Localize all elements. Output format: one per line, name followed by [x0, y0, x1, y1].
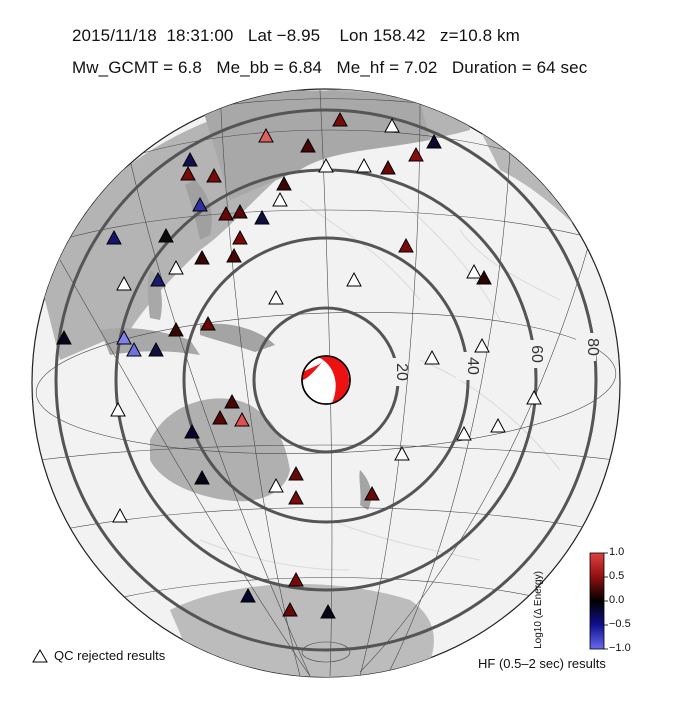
colorbar	[589, 552, 605, 650]
station-marker	[218, 205, 234, 221]
station-qc-rejected-marker	[168, 259, 184, 275]
station-marker	[150, 271, 166, 287]
station-marker	[200, 315, 216, 331]
station-qc-rejected-marker	[456, 425, 472, 441]
station-marker	[194, 469, 210, 485]
station-marker	[300, 137, 316, 153]
station-marker	[232, 229, 248, 245]
colorbar-tick: 1.0	[609, 546, 625, 558]
station-marker	[206, 167, 222, 183]
station-marker	[254, 209, 270, 225]
station-marker	[288, 489, 304, 505]
station-marker	[56, 329, 72, 345]
station-marker	[408, 146, 424, 162]
station-qc-rejected-marker	[268, 477, 284, 493]
station-marker	[126, 341, 142, 357]
station-marker	[380, 159, 396, 175]
focal-mechanism-beachball	[301, 355, 351, 405]
station-marker	[282, 601, 298, 617]
station-qc-rejected-marker	[116, 275, 132, 291]
station-marker	[192, 196, 208, 212]
event-header-line-2: Mw_GCMT = 6.8 Me_bb = 6.84 Me_hf = 7.02 …	[72, 58, 588, 77]
station-marker	[276, 175, 292, 191]
station-marker	[288, 571, 304, 587]
open-triangle-icon	[32, 648, 48, 662]
station-marker	[240, 587, 256, 603]
station-markers	[56, 111, 542, 619]
station-qc-rejected-marker	[112, 507, 128, 523]
station-marker	[194, 249, 210, 265]
ring-labels: 20 40 60 80	[384, 333, 601, 386]
qc-legend-label: QC rejected results	[54, 648, 166, 663]
station-marker	[224, 393, 240, 409]
station-qc-rejected-marker	[424, 349, 440, 365]
station-marker	[332, 111, 348, 127]
colorbar-tick: −1.0	[609, 642, 631, 654]
station-marker	[226, 247, 242, 263]
station-marker	[234, 411, 250, 427]
station-qc-rejected-marker	[110, 401, 126, 417]
station-qc-rejected-marker	[466, 263, 482, 279]
station-qc-rejected-marker	[268, 289, 284, 305]
station-marker	[398, 237, 414, 253]
station-qc-rejected-marker	[318, 157, 334, 173]
station-qc-rejected-marker	[272, 191, 288, 207]
colorbar-tick: 0.0	[609, 594, 625, 606]
station-marker	[232, 203, 248, 219]
station-marker	[212, 409, 228, 425]
station-marker	[182, 151, 198, 167]
station-marker	[258, 127, 274, 143]
hf-legend-label: HF (0.5–2 sec) results	[478, 656, 606, 671]
station-qc-rejected-marker	[394, 445, 410, 461]
station-marker	[426, 133, 442, 149]
station-qc-rejected-marker	[356, 157, 372, 173]
station-qc-rejected-marker	[526, 389, 542, 405]
station-marker	[168, 321, 184, 337]
qc-legend: QC rejected results	[32, 648, 165, 663]
event-header-line-1: 2015/11/18 18:31:00 Lat −8.95 Lon 158.42…	[72, 26, 520, 45]
colorbar-tick: 0.5	[609, 570, 625, 582]
ring-label-40: 40	[464, 357, 481, 375]
station-qc-rejected-marker	[490, 417, 506, 433]
station-marker	[184, 423, 200, 439]
station-marker	[320, 603, 336, 619]
station-marker	[364, 485, 380, 501]
station-marker	[116, 329, 132, 345]
station-marker	[106, 229, 122, 245]
station-qc-rejected-marker	[474, 337, 490, 353]
station-marker	[158, 227, 174, 243]
distance-ring-80	[54, 108, 598, 652]
station-marker	[148, 341, 164, 357]
station-qc-rejected-marker	[346, 271, 362, 287]
ring-label-60: 60	[528, 345, 545, 363]
ring-label-20: 20	[393, 363, 410, 381]
station-qc-rejected-marker	[384, 117, 400, 133]
colorbar-tick: −0.5	[609, 618, 631, 630]
ring-label-80: 80	[584, 338, 601, 356]
station-marker	[288, 465, 304, 481]
station-marker	[476, 269, 492, 285]
station-marker	[180, 165, 196, 181]
